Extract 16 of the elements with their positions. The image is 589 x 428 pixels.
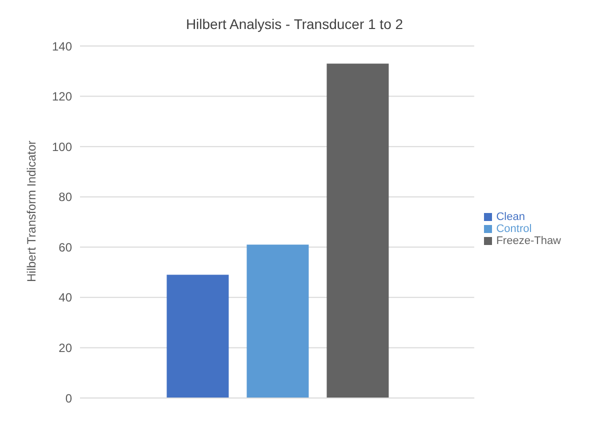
bar — [246, 244, 309, 398]
chart-title: Hilbert Analysis - Transducer 1 to 2 — [184, 15, 404, 34]
y-tick-label: 100 — [52, 140, 72, 154]
legend-label: Clean — [496, 211, 525, 223]
y-tick-label: 80 — [58, 190, 72, 204]
legend-label: Freeze-Thaw — [496, 235, 561, 247]
y-tick-label: 40 — [58, 290, 72, 305]
bar — [326, 64, 389, 398]
y-tick-label: 20 — [58, 340, 72, 355]
y-tick-label: 140 — [52, 39, 72, 54]
legend-label: Control — [496, 223, 532, 235]
y-tick-label: 60 — [58, 240, 72, 254]
y-tick-label: 0 — [65, 391, 72, 406]
y-tick-label: 120 — [52, 90, 72, 104]
bar — [166, 274, 229, 398]
y-axis-title: Hilbert Transform Indicator — [24, 140, 38, 282]
